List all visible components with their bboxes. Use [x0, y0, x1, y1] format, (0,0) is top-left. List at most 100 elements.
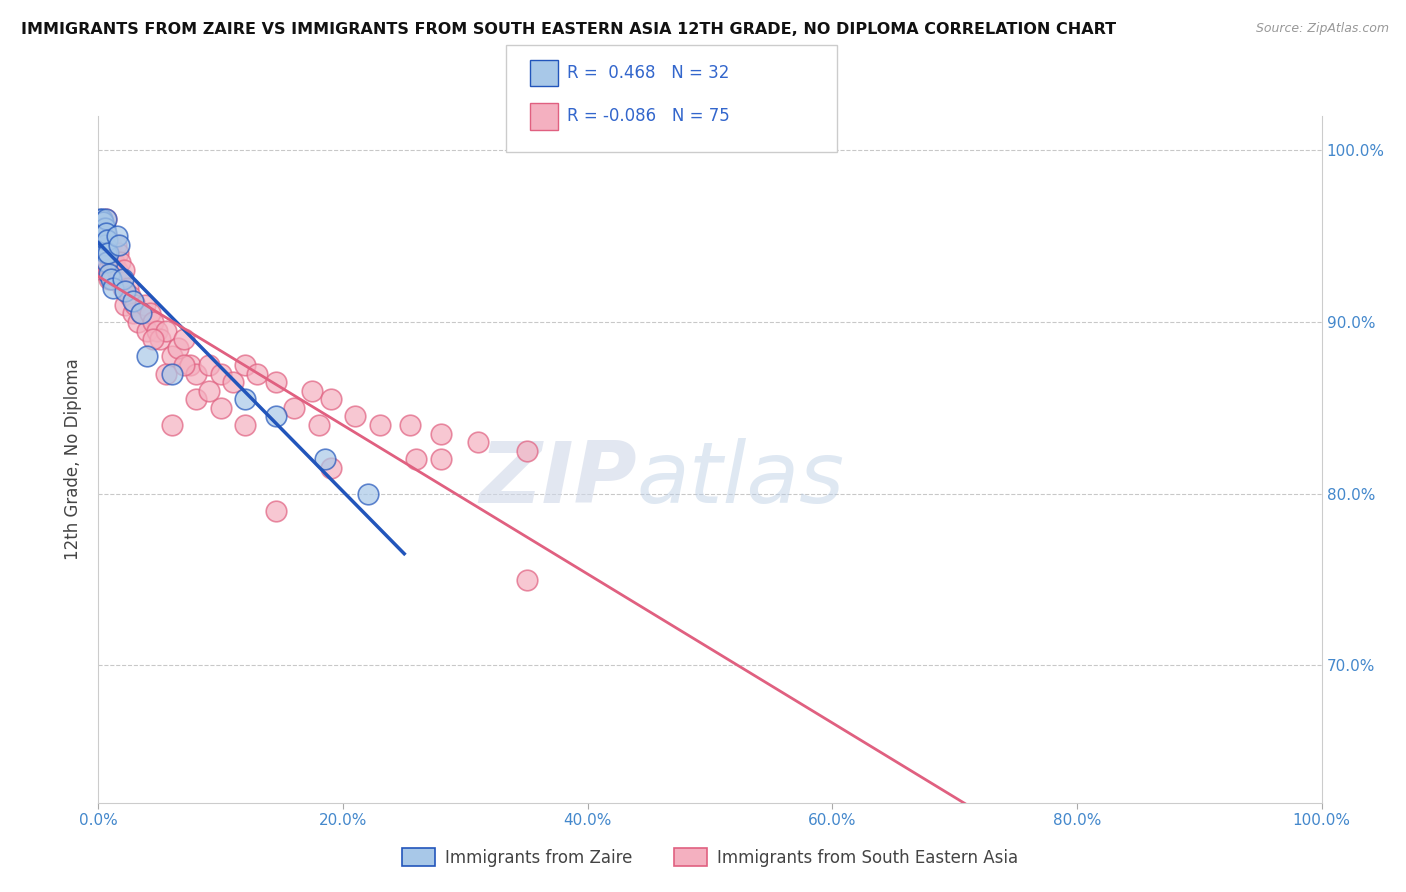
Point [114, 298, 136, 312]
Point [91, 220, 114, 235]
Text: ZIP: ZIP [479, 439, 637, 522]
Point [94, 229, 117, 244]
Point [93, 220, 115, 235]
Point [179, 358, 201, 372]
Point [142, 315, 165, 329]
Point [160, 350, 183, 364]
Point [399, 417, 422, 433]
Point [90, 220, 112, 235]
Point [209, 367, 232, 381]
Point [96, 255, 118, 269]
Point [93, 237, 115, 252]
Point [103, 255, 125, 269]
Point [96, 255, 118, 269]
Point [173, 358, 195, 372]
Point [160, 367, 183, 381]
Point [314, 452, 336, 467]
Point [107, 246, 129, 260]
Point [368, 417, 391, 433]
Point [308, 417, 330, 433]
Point [100, 237, 122, 252]
Point [94, 246, 117, 260]
Point [97, 263, 120, 277]
Point [467, 435, 489, 450]
Point [146, 324, 169, 338]
Point [121, 294, 143, 309]
Point [515, 573, 537, 587]
Point [101, 272, 124, 286]
Point [111, 272, 134, 286]
Point [515, 443, 537, 458]
Legend: Immigrants from Zaire, Immigrants from South Eastern Asia: Immigrants from Zaire, Immigrants from S… [395, 841, 1025, 873]
Point [319, 392, 342, 407]
Point [94, 226, 117, 240]
Point [124, 298, 146, 312]
Point [134, 298, 156, 312]
Point [108, 237, 131, 252]
Point [91, 226, 114, 240]
Y-axis label: 12th Grade, No Diploma: 12th Grade, No Diploma [65, 359, 83, 560]
Point [91, 255, 114, 269]
Point [233, 417, 256, 433]
Point [91, 237, 114, 252]
Point [105, 263, 128, 277]
Point [93, 237, 115, 252]
Point [96, 233, 118, 247]
Point [105, 229, 128, 244]
Point [186, 367, 208, 381]
Point [97, 246, 120, 260]
Point [405, 452, 427, 467]
Point [264, 375, 287, 389]
Point [155, 324, 177, 338]
Point [94, 212, 117, 227]
Point [101, 255, 124, 269]
Point [430, 452, 453, 467]
Point [186, 392, 208, 407]
Point [90, 233, 112, 247]
Point [100, 272, 122, 286]
Point [90, 237, 112, 252]
Text: Source: ZipAtlas.com: Source: ZipAtlas.com [1256, 22, 1389, 36]
Point [89, 212, 111, 227]
Point [197, 384, 219, 398]
Point [283, 401, 305, 415]
Point [114, 284, 136, 298]
Point [430, 426, 453, 441]
Point [356, 487, 378, 501]
Point [197, 358, 219, 372]
Point [111, 281, 134, 295]
Point [96, 237, 118, 252]
Point [264, 409, 287, 424]
Point [91, 246, 114, 260]
Point [319, 461, 342, 475]
Point [101, 281, 124, 295]
Point [93, 255, 115, 269]
Point [117, 281, 139, 295]
Point [104, 237, 127, 252]
Point [121, 306, 143, 320]
Point [142, 332, 165, 346]
Point [160, 417, 183, 433]
Text: R = -0.086   N = 75: R = -0.086 N = 75 [567, 107, 730, 125]
Point [120, 289, 142, 303]
Text: R =  0.468   N = 32: R = 0.468 N = 32 [567, 64, 728, 82]
Point [167, 341, 190, 355]
Point [344, 409, 367, 424]
Point [90, 229, 112, 244]
Point [155, 367, 177, 381]
Point [264, 504, 287, 518]
Point [89, 246, 111, 260]
Point [209, 401, 232, 415]
Point [233, 358, 256, 372]
Point [91, 212, 114, 227]
Point [136, 350, 159, 364]
Point [136, 324, 159, 338]
Point [149, 332, 172, 346]
Point [129, 306, 152, 320]
Point [94, 212, 117, 227]
Point [108, 272, 131, 286]
Point [139, 306, 162, 320]
Point [173, 332, 195, 346]
Point [110, 255, 132, 269]
Point [233, 392, 256, 407]
